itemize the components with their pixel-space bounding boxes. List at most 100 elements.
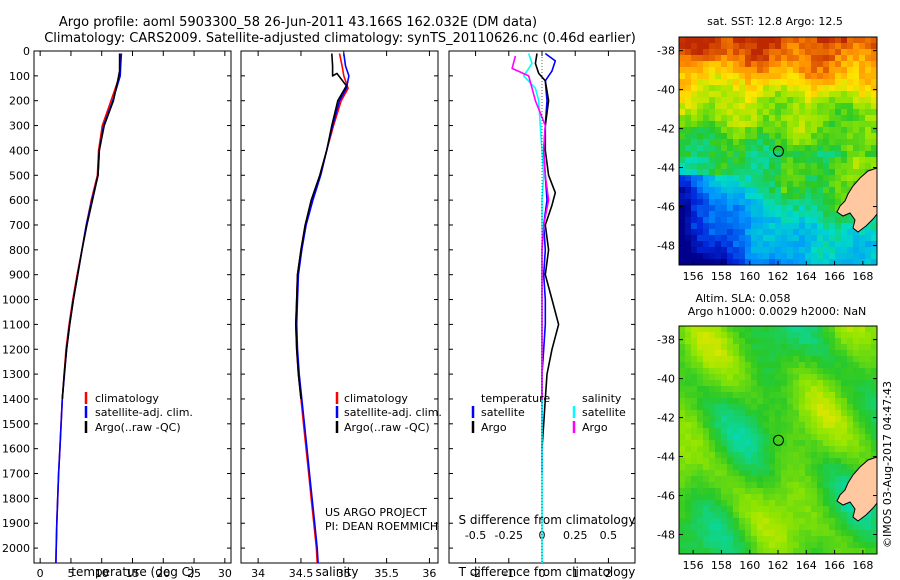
heatmap-cell xyxy=(793,410,800,417)
heatmap-cell xyxy=(847,350,854,357)
heatmap-cell xyxy=(865,362,872,369)
heatmap-cell xyxy=(835,488,842,495)
heatmap-cell xyxy=(829,440,836,447)
heatmap-cell xyxy=(865,434,872,441)
heatmap-cell xyxy=(805,169,812,176)
heatmap-cell xyxy=(733,43,740,50)
heatmap-cell xyxy=(781,235,788,242)
heatmap-cell xyxy=(697,344,704,351)
heatmap-cell xyxy=(823,512,830,519)
heatmap-cell xyxy=(763,392,770,399)
heatmap-cell xyxy=(733,494,740,501)
heatmap-cell xyxy=(799,404,806,411)
heatmap-cell xyxy=(709,67,716,74)
heatmap-cell xyxy=(871,422,877,429)
heatmap-cell xyxy=(781,524,788,531)
heatmap-cell xyxy=(697,85,704,92)
heatmap-cell xyxy=(799,530,806,537)
heatmap-cell xyxy=(829,356,836,363)
heatmap-cell xyxy=(745,464,752,471)
heatmap-cell xyxy=(709,85,716,92)
heatmap-cell xyxy=(715,548,722,554)
heatmap-cell xyxy=(715,446,722,453)
heatmap-cell xyxy=(703,542,710,549)
heatmap-cell xyxy=(817,37,824,44)
heatmap-cell xyxy=(733,392,740,399)
heatmap-cell xyxy=(775,458,782,465)
heatmap-cell xyxy=(793,392,800,399)
heatmap-cell xyxy=(805,241,812,248)
heatmap-cell xyxy=(865,548,872,554)
heatmap-cell xyxy=(781,362,788,369)
heatmap-cell xyxy=(709,121,716,128)
heatmap-cell xyxy=(829,223,836,230)
heatmap-cell xyxy=(763,368,770,375)
heatmap-cell xyxy=(853,151,860,158)
heatmap-cell xyxy=(739,446,746,453)
heatmap-cell xyxy=(709,61,716,68)
heatmap-cell xyxy=(727,211,734,218)
heatmap-cell xyxy=(811,512,818,519)
heatmap-cell xyxy=(793,332,800,339)
heatmap-cell xyxy=(709,109,716,116)
heatmap-cell xyxy=(697,494,704,501)
heatmap-cell xyxy=(805,500,812,507)
heatmap-cell xyxy=(739,145,746,152)
heatmap-cell xyxy=(841,446,848,453)
heatmap-cell xyxy=(691,464,698,471)
heatmap-cell xyxy=(763,470,770,477)
heatmap-cell xyxy=(709,410,716,417)
heatmap-cell xyxy=(709,494,716,501)
heatmap-cell xyxy=(739,422,746,429)
heatmap-cell xyxy=(829,542,836,549)
heatmap-cell xyxy=(709,356,716,363)
heatmap-cell xyxy=(685,49,692,56)
heatmap-cell xyxy=(835,187,842,194)
heatmap-cell xyxy=(853,518,860,525)
heatmap-cell xyxy=(733,97,740,104)
heatmap-cell xyxy=(781,121,788,128)
heatmap-cell xyxy=(697,374,704,381)
heatmap-cell xyxy=(781,482,788,489)
heatmap-cell xyxy=(793,61,800,68)
heatmap-cell xyxy=(751,61,758,68)
heatmap-cell xyxy=(841,193,848,200)
heatmap-cell xyxy=(715,205,722,212)
heatmap-cell xyxy=(739,139,746,146)
heatmap-cell xyxy=(739,157,746,164)
heatmap-cell xyxy=(799,434,806,441)
heatmap-cell xyxy=(781,55,788,62)
heatmap-cell xyxy=(769,37,776,44)
heatmap-cell xyxy=(823,61,830,68)
heatmap-cell xyxy=(745,103,752,110)
heatmap-cell xyxy=(703,169,710,176)
heatmap-cell xyxy=(715,73,722,80)
heatmap-cell xyxy=(787,97,794,104)
heatmap-cell xyxy=(775,109,782,116)
heatmap-cell xyxy=(811,326,818,333)
heatmap-cell xyxy=(691,145,698,152)
heatmap-cell xyxy=(817,410,824,417)
heatmap-cell xyxy=(703,79,710,86)
heatmap-cell xyxy=(745,175,752,182)
heatmap-cell xyxy=(847,440,854,447)
heatmap-cell xyxy=(793,187,800,194)
heatmap-cell xyxy=(823,91,830,98)
heatmap-cell xyxy=(751,85,758,92)
heatmap-cell xyxy=(709,163,716,170)
heatmap-cell xyxy=(781,247,788,254)
heatmap-cell xyxy=(793,548,800,554)
heatmap-cell xyxy=(703,163,710,170)
heatmap-cell xyxy=(691,332,698,339)
heatmap-cell xyxy=(793,524,800,531)
heatmap-cell xyxy=(733,326,740,333)
heatmap-cell xyxy=(853,350,860,357)
heatmap-cell xyxy=(745,259,752,265)
heatmap-cell xyxy=(739,55,746,62)
heatmap-cell xyxy=(727,482,734,489)
heatmap-cell xyxy=(757,229,764,236)
heatmap-cell xyxy=(787,464,794,471)
heatmap-cell xyxy=(679,530,686,537)
heatmap-cell xyxy=(715,181,722,188)
heatmap-cell xyxy=(799,488,806,495)
